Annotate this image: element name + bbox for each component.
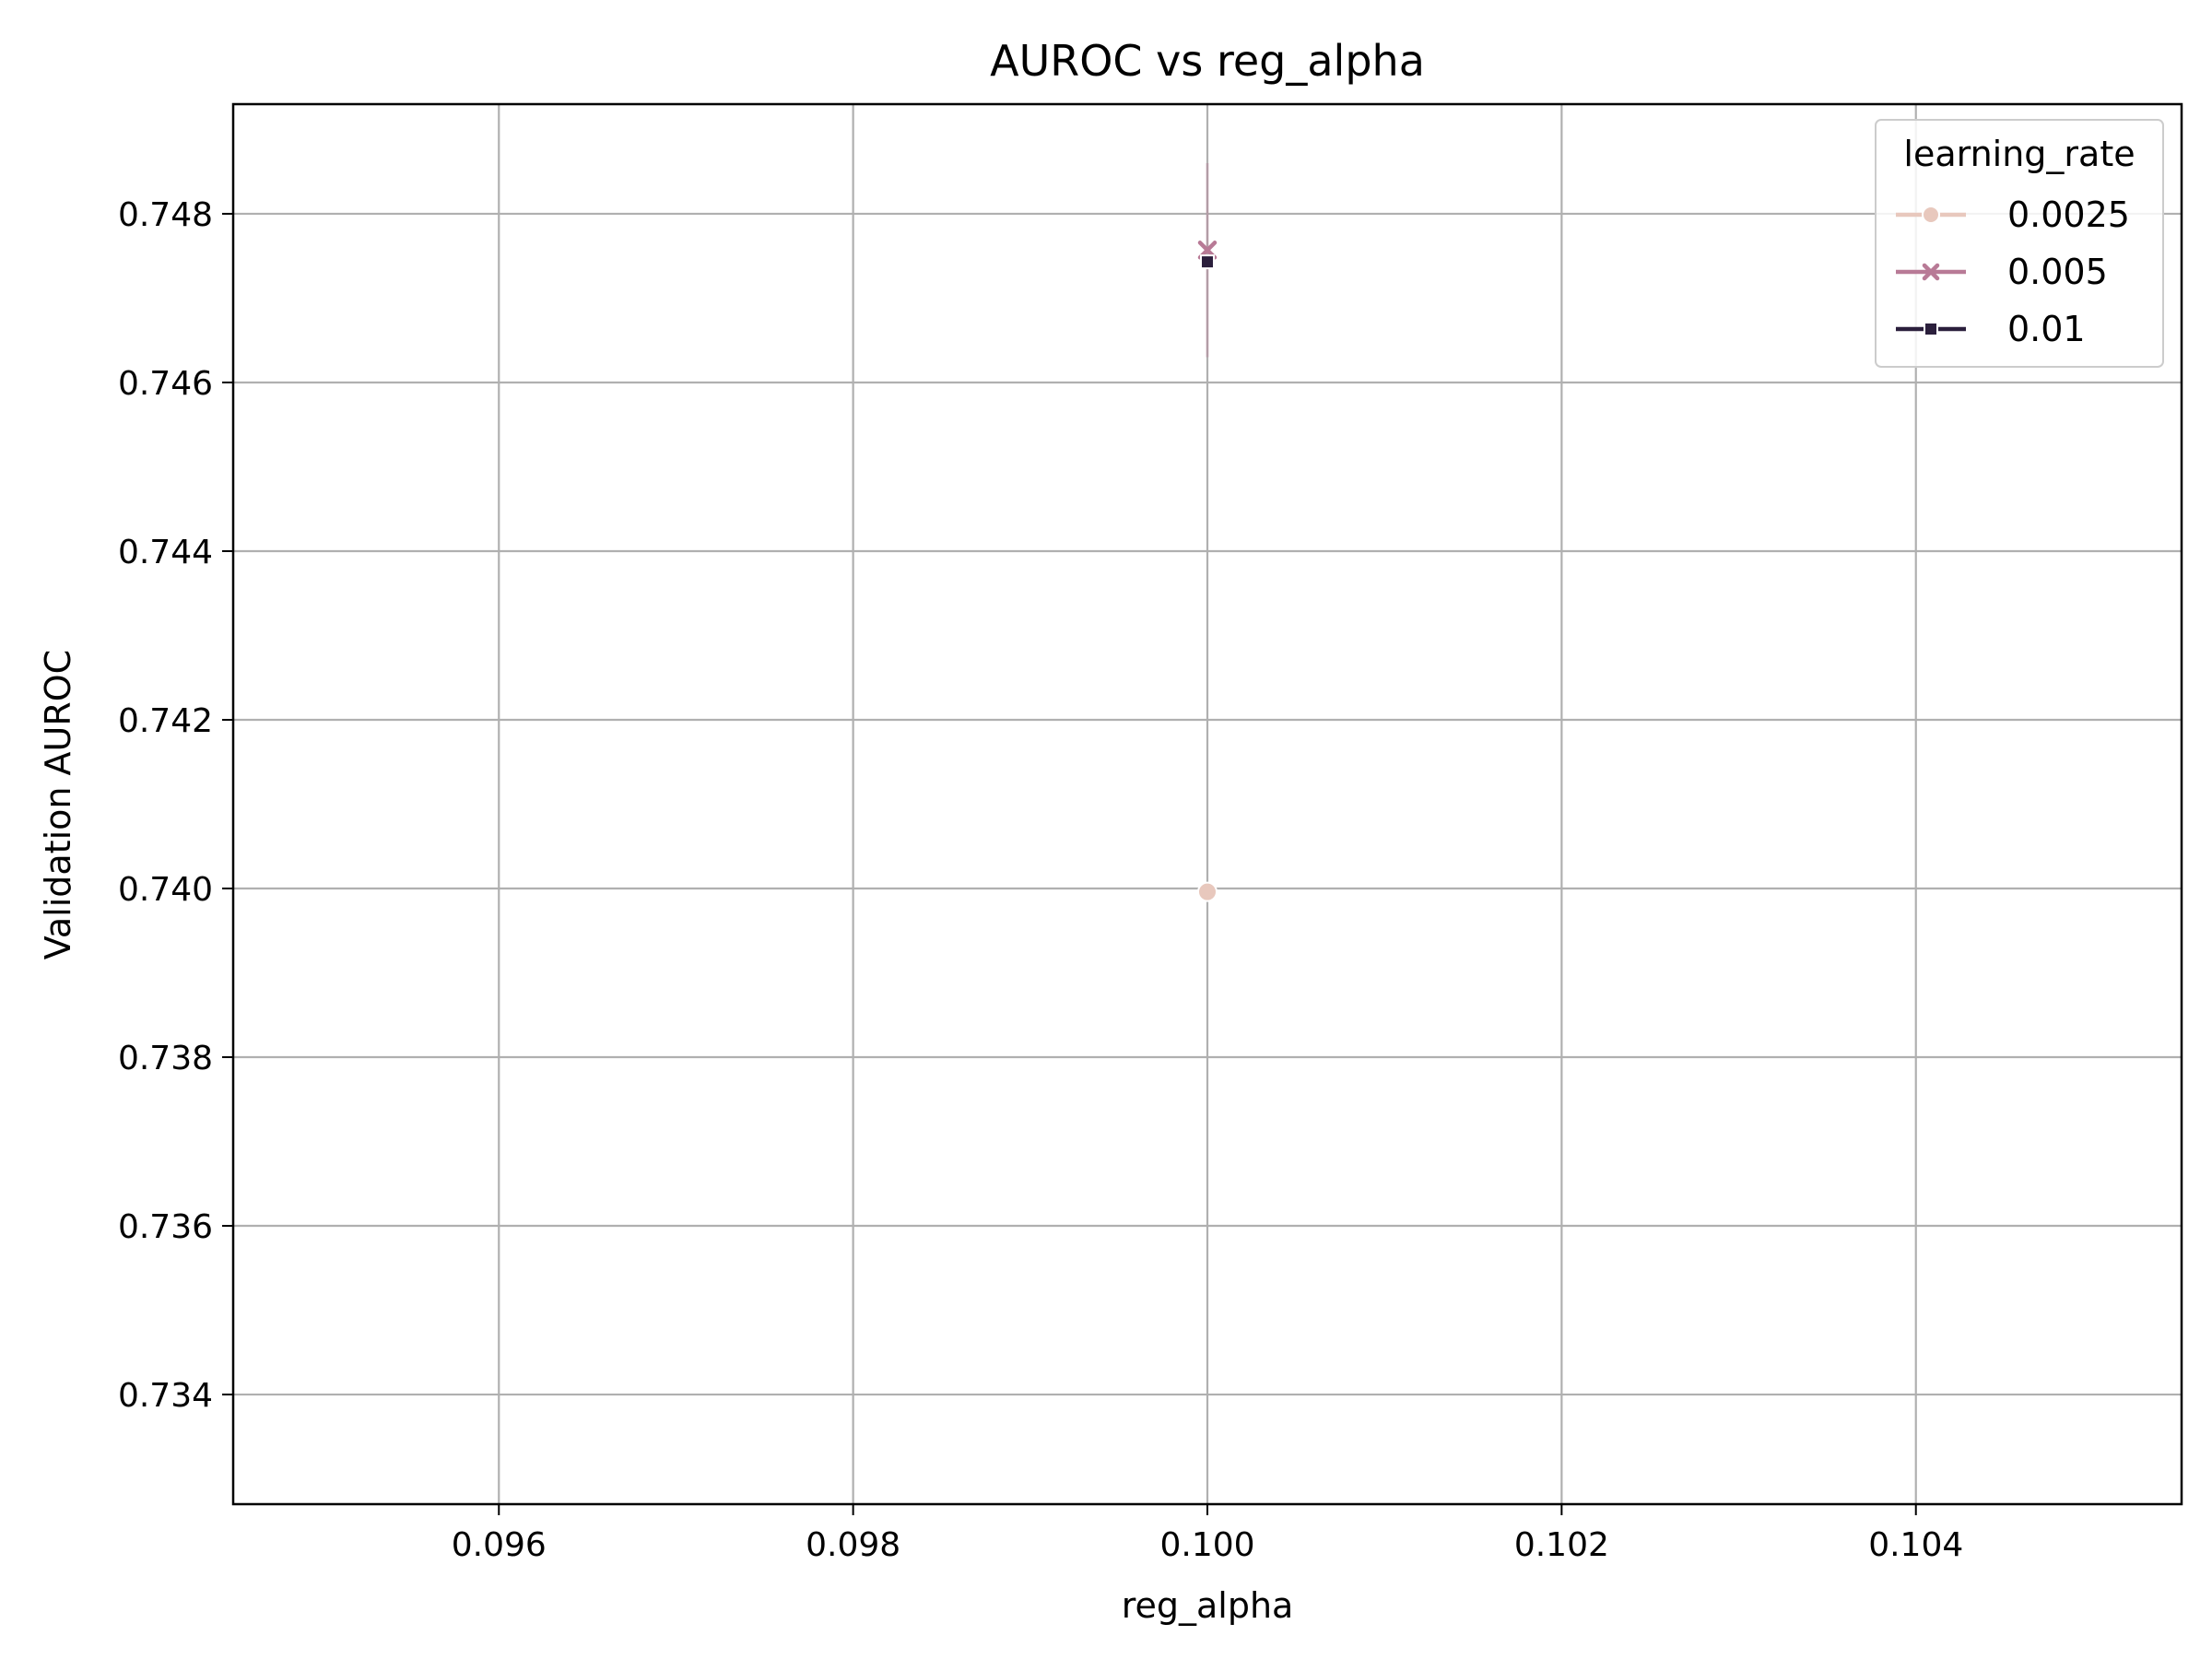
y-tick-label: 0.744 <box>118 534 213 571</box>
x-marker-stroke <box>1922 263 1940 281</box>
legend-marker <box>1922 206 1940 224</box>
legend-box <box>1875 119 2164 368</box>
axis-ticks: 0.096 0.098 0.100 0.102 0.104 0.734 0.736 0.738… <box>118 196 1963 1564</box>
y-tick-label: 0.746 <box>118 365 213 403</box>
x-tick-label: 0.102 <box>1514 1526 1609 1564</box>
y-tick-label: 0.738 <box>118 1040 213 1077</box>
series-0.0025 <box>1197 881 1218 902</box>
grid-lines <box>233 104 2182 1504</box>
legend-label: 0.01 <box>2007 309 2086 349</box>
legend-entry: 0.0025 <box>1896 194 2130 235</box>
y-tick-label: 0.740 <box>118 871 213 909</box>
legend: learning_rate 0.0025 0.005 0.01 <box>1875 119 2164 368</box>
chart-title: AUROC vs reg_alpha <box>990 36 1425 86</box>
legend-entry: 0.01 <box>1896 309 2086 349</box>
y-tick-label: 0.736 <box>118 1208 213 1246</box>
x-tick-label: 0.098 <box>806 1526 900 1564</box>
legend-label: 0.005 <box>2007 252 2108 292</box>
x-tick-label: 0.096 <box>452 1526 547 1564</box>
y-tick-label: 0.734 <box>118 1377 213 1415</box>
series-0.01 <box>1200 254 1215 270</box>
legend-label: 0.0025 <box>2007 194 2130 235</box>
x-tick-label: 0.104 <box>1868 1526 1963 1564</box>
data-point <box>1200 254 1215 270</box>
y-axis-label: Validation AUROC <box>38 650 78 959</box>
legend-marker <box>1924 322 1938 336</box>
y-tick-label: 0.742 <box>118 702 213 740</box>
legend-marker <box>1922 263 1940 281</box>
data-series <box>1197 163 1218 902</box>
y-tick-label: 0.748 <box>118 196 213 234</box>
x-axis-label: reg_alpha <box>1122 1585 1294 1626</box>
data-point <box>1197 881 1218 902</box>
legend-entry: 0.005 <box>1896 252 2108 292</box>
x-tick-label: 0.100 <box>1159 1526 1254 1564</box>
legend-title: learning_rate <box>1903 134 2135 174</box>
